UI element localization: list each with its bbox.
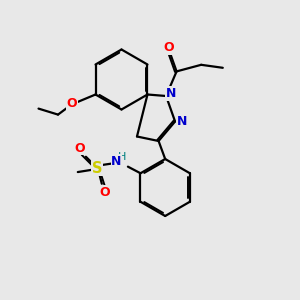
Text: O: O — [100, 186, 110, 199]
Text: S: S — [92, 161, 103, 176]
Text: N: N — [165, 87, 176, 100]
Text: O: O — [67, 97, 77, 110]
Text: N: N — [176, 115, 187, 128]
Text: H: H — [118, 152, 127, 162]
Text: O: O — [163, 41, 174, 54]
Text: O: O — [74, 142, 85, 155]
Text: N: N — [111, 155, 122, 168]
